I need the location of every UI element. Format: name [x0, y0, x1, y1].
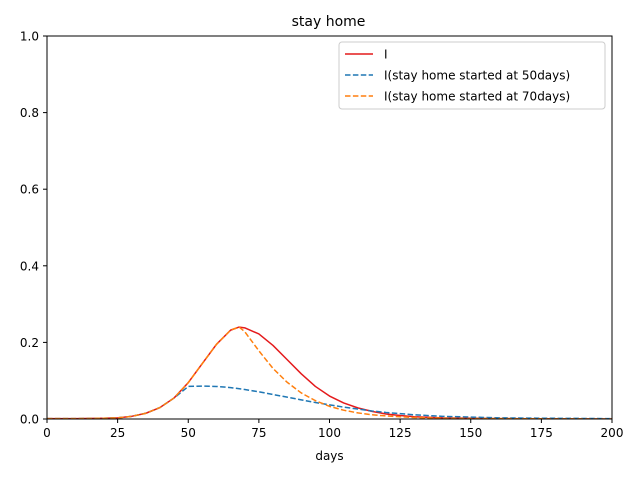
legend-label-1: I(stay home started at 50days): [384, 69, 570, 83]
y-tick-label: 0.4: [20, 259, 39, 273]
legend: I I(stay home started at 50days) I(stay ho…: [338, 41, 606, 110]
x-axis: 0 25 50 75 100 125 150 175 200: [43, 419, 623, 440]
x-tick-label: 75: [251, 426, 266, 440]
x-tick-label: 100: [318, 426, 341, 440]
y-tick-label: 0.8: [20, 106, 39, 120]
y-tick-label: 0.6: [20, 183, 39, 197]
series-line-2: [47, 326, 612, 419]
legend-label-2: I(stay home started at 70days): [384, 90, 570, 104]
legend-box: [338, 41, 606, 110]
x-tick-label: 0: [43, 426, 51, 440]
legend-label-0: I: [384, 48, 388, 62]
x-tick-label: 50: [181, 426, 196, 440]
y-axis: 0.0 0.2 0.4 0.6 0.8 1.0: [20, 30, 47, 427]
x-tick-label: 150: [459, 426, 482, 440]
y-tick-label: 0.2: [20, 336, 39, 350]
x-tick-label: 125: [389, 426, 412, 440]
x-axis-label: days: [315, 449, 343, 463]
chart-title: stay home: [292, 14, 366, 30]
plot-lines: [47, 326, 612, 419]
y-tick-label: 1.0: [20, 30, 39, 44]
x-tick-label: 25: [110, 426, 125, 440]
x-tick-label: 200: [601, 426, 624, 440]
y-tick-label: 0.0: [20, 413, 39, 427]
x-tick-label: 175: [530, 426, 553, 440]
